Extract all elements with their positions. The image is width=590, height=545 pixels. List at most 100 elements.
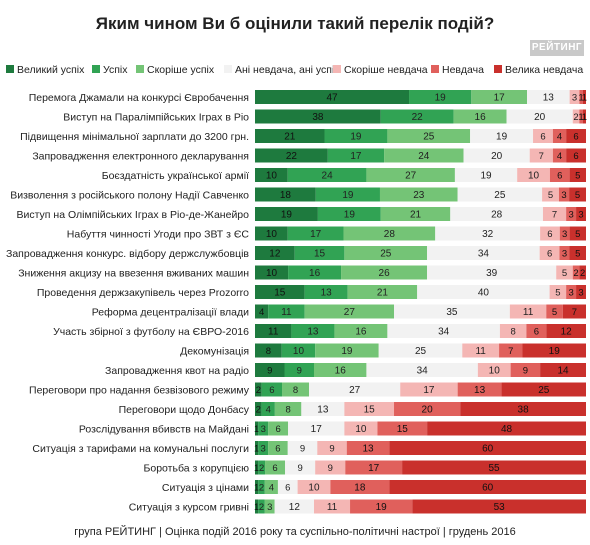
data-label: 2: [259, 502, 264, 513]
bar-segment: [427, 421, 586, 436]
bar-segment: [277, 480, 298, 494]
data-label: 39: [486, 268, 498, 279]
data-label: 11: [268, 327, 279, 338]
legend-swatch: [136, 65, 144, 73]
data-label: 2: [580, 268, 585, 279]
bar-segment: [417, 285, 550, 299]
category-label: Ситуація з цінами: [162, 482, 249, 494]
data-label: 32: [482, 229, 494, 240]
data-label: 5: [548, 190, 553, 201]
data-label: 20: [491, 151, 503, 162]
bar-segment: [345, 460, 403, 475]
legend-swatch: [431, 65, 439, 73]
bar-segment: [546, 304, 563, 319]
bar-segment: [579, 109, 583, 124]
bar-segment: [255, 343, 282, 358]
bar-segment: [450, 207, 543, 221]
category-label: Ситуація з тарифами на комунальні послуг…: [32, 443, 249, 455]
bar-segment: [539, 246, 560, 260]
bar-segment: [287, 168, 367, 182]
data-label: 6: [547, 249, 552, 260]
data-label: 5: [575, 171, 580, 182]
data-label: 7: [552, 210, 557, 221]
bar-segment: [457, 382, 502, 397]
data-label: 10: [489, 366, 501, 377]
data-label: 17: [494, 93, 506, 104]
bar-segment: [255, 246, 295, 260]
bar-segment: [527, 90, 570, 104]
data-label: 9: [300, 444, 305, 455]
bar-segment: [344, 402, 395, 416]
bar-segment: [330, 480, 390, 494]
data-label: 47: [326, 93, 338, 104]
bar-segment: [291, 324, 335, 338]
category-label: Розслідування вбивств на Майдані: [79, 424, 249, 436]
bar-segment: [394, 402, 461, 416]
bar-segment: [457, 187, 543, 202]
category-label: Виступ на Паралімпійських Іграх в Ріо: [63, 112, 249, 124]
bar-segment: [435, 226, 541, 241]
bar-segment: [427, 265, 557, 280]
bar-segment: [255, 90, 410, 104]
bar-segment: [255, 226, 288, 241]
data-label: 18: [354, 483, 366, 494]
bar-segment: [384, 148, 464, 163]
bar-segment: [344, 421, 378, 436]
data-label: 27: [349, 385, 361, 396]
data-label: 6: [272, 463, 277, 474]
bar-segment: [255, 460, 259, 475]
bar-segment: [317, 207, 381, 221]
bar-segment: [427, 246, 540, 260]
data-label: 2: [259, 463, 264, 474]
data-label: 25: [494, 190, 506, 201]
data-label: 10: [293, 346, 305, 357]
category-label: Підвищення мінімальної зарплати до 3200 …: [20, 131, 249, 143]
bar-segment: [540, 226, 560, 241]
bar-segment: [558, 187, 570, 202]
bar-segment: [258, 421, 269, 436]
data-label: 12: [561, 327, 573, 338]
data-label: 13: [307, 327, 319, 338]
category-label: Декомунізація: [180, 346, 249, 358]
data-label: 2: [256, 385, 261, 396]
legend-swatch: [494, 65, 502, 73]
bar-segment: [477, 363, 511, 377]
data-label: 7: [539, 151, 544, 162]
data-label: 6: [540, 132, 545, 143]
bar-segment: [258, 460, 266, 475]
data-label: 6: [573, 151, 578, 162]
bar-segment: [572, 109, 580, 124]
data-label: 11: [327, 502, 338, 513]
bar-segment: [343, 226, 436, 241]
bar-segment: [506, 109, 573, 124]
data-label: 3: [578, 210, 583, 221]
bar-segment: [569, 187, 586, 202]
data-label: 19: [496, 132, 508, 143]
data-label: 6: [269, 385, 274, 396]
data-label: 4: [259, 307, 264, 318]
bar-segment: [327, 148, 385, 163]
bar-segment: [400, 382, 458, 397]
data-label: 1: [578, 93, 583, 104]
category-label: Ситуація з курсом гривні: [129, 502, 249, 514]
data-label: 4: [557, 132, 562, 143]
data-label: 60: [482, 444, 494, 455]
bar-segment: [463, 148, 530, 163]
data-label: 53: [494, 502, 506, 513]
data-label: 14: [557, 366, 569, 377]
data-label: 3: [261, 444, 266, 455]
data-label: 19: [342, 190, 354, 201]
data-label: 6: [557, 171, 562, 182]
bar-segment: [265, 460, 286, 475]
data-label: 34: [478, 249, 490, 260]
data-label: 9: [297, 463, 302, 474]
data-label: 15: [274, 288, 286, 299]
rating-logo: РЕЙТИНГ: [530, 40, 584, 56]
data-label: 5: [552, 307, 557, 318]
bar-segment: [274, 402, 302, 416]
bar-segment: [255, 499, 259, 514]
data-label: 6: [276, 424, 281, 435]
bar-segment: [255, 304, 269, 319]
data-label: 6: [275, 444, 280, 455]
data-label: 24: [322, 171, 334, 182]
